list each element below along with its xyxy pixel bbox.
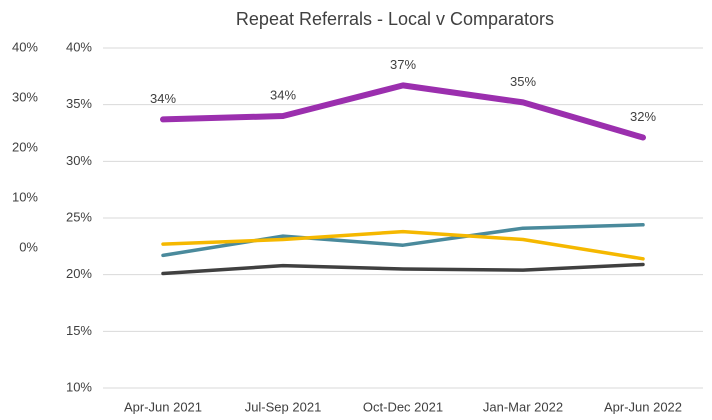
y-tick-label: 30% [66,153,92,168]
y-tick-label: 40% [66,39,92,54]
y2-tick-label: 20% [12,139,38,154]
data-label: 34% [150,91,176,106]
data-label: 37% [390,57,416,72]
y2-tick-label: 10% [12,189,38,204]
y-tick-label: 20% [66,266,92,281]
y2-tick-label: 0% [19,239,38,254]
data-label: 32% [630,109,656,124]
x-tick-label: Apr-Jun 2022 [604,399,682,414]
y-tick-label: 35% [66,96,92,111]
data-label: 34% [270,87,296,102]
y-tick-label: 10% [66,379,92,394]
y-tick-label: 25% [66,209,92,224]
series-line [160,82,646,141]
series-line [161,262,645,276]
chart-title: Repeat Referrals - Local v Comparators [236,9,554,29]
x-tick-label: Oct-Dec 2021 [363,399,443,414]
x-tick-label: Jul-Sep 2021 [245,399,322,414]
x-tick-label: Jan-Mar 2022 [483,399,563,414]
y-tick-label: 15% [66,323,92,338]
series-line [161,229,645,261]
x-tick-label: Apr-Jun 2021 [124,399,202,414]
y2-tick-label: 40% [12,39,38,54]
data-label: 35% [510,74,536,89]
y2-tick-label: 30% [12,89,38,104]
